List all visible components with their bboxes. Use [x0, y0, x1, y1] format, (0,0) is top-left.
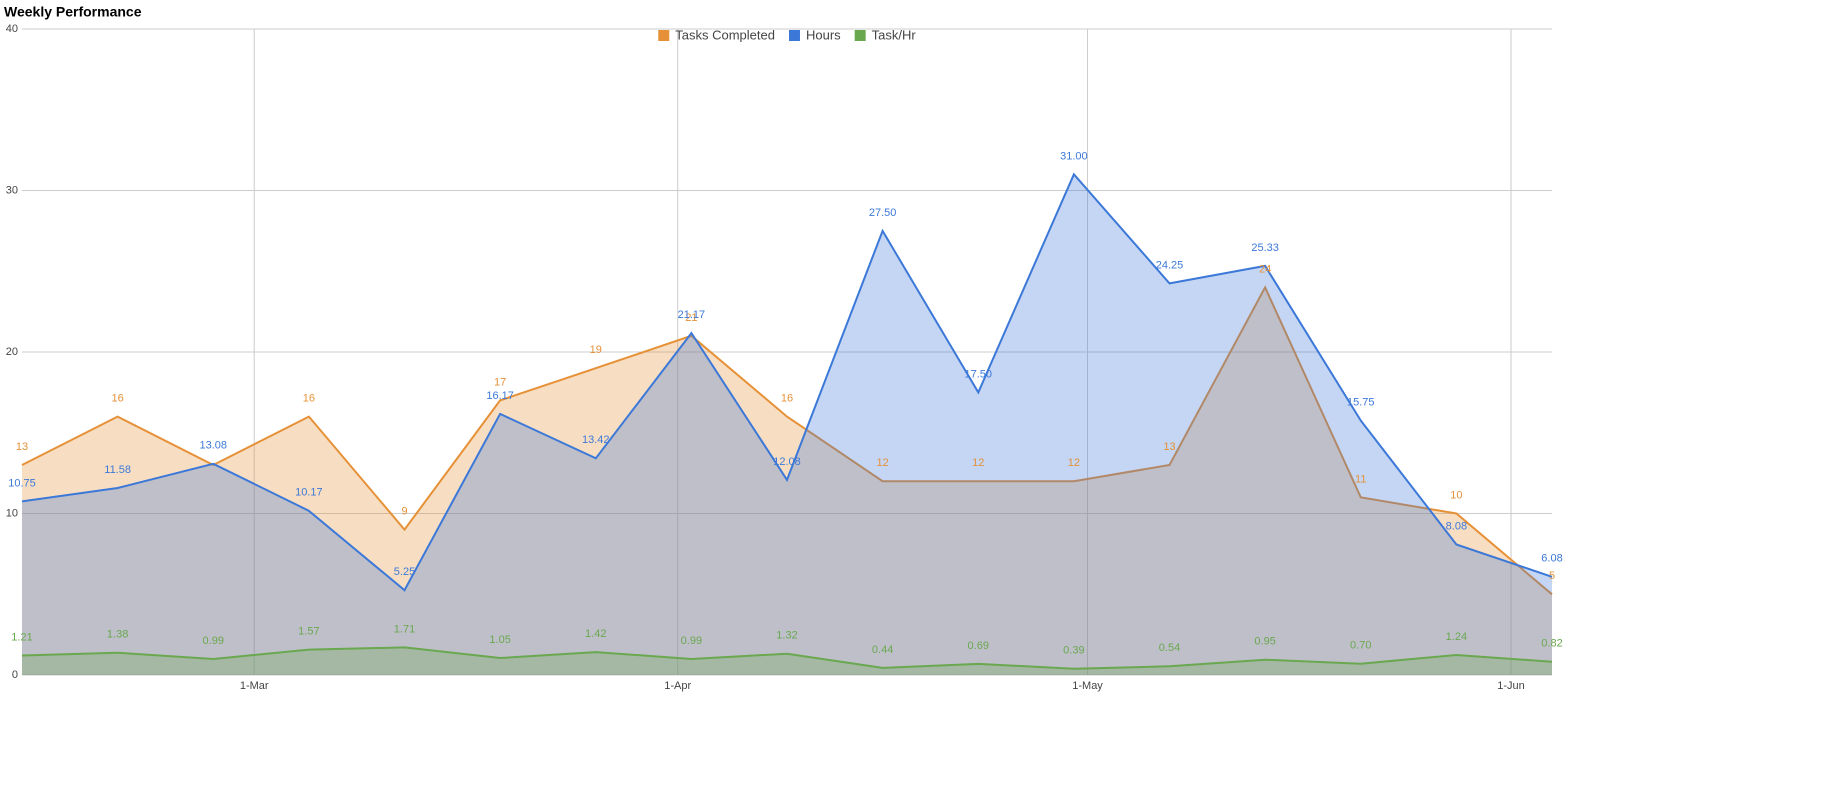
area: [22, 647, 1552, 675]
y-tick-label: 10: [6, 507, 18, 519]
x-tick-label: 1-May: [1072, 680, 1103, 692]
x-tick-label: 1-Jun: [1497, 680, 1525, 692]
data-label: 11: [1355, 473, 1366, 485]
data-label: 16: [781, 393, 793, 405]
legend-swatch: [658, 30, 670, 41]
data-label: 5: [1549, 570, 1555, 582]
data-label: 1.38: [107, 629, 128, 641]
data-label: 13.08: [199, 440, 227, 452]
y-tick-label: 0: [12, 669, 18, 681]
legend-label: Tasks Completed: [675, 27, 775, 42]
data-label: 1.42: [585, 628, 606, 640]
data-label: 21: [685, 312, 697, 324]
data-label: 8.08: [1446, 520, 1467, 532]
data-label: 13: [1163, 441, 1175, 453]
data-label: 16: [303, 393, 315, 405]
line: [21, 285, 1553, 596]
x-tick-label: 1-Apr: [664, 680, 691, 692]
y-tick-label: 40: [6, 23, 18, 35]
data-label: 25.33: [1251, 242, 1279, 254]
data-label: 1.05: [489, 634, 510, 646]
x-tick-label: 1-Mar: [240, 680, 269, 692]
data-label: 0.44: [872, 644, 893, 656]
data-label: 0.69: [968, 640, 989, 652]
data-label: 1.57: [298, 626, 319, 638]
data-label: 10.75: [8, 477, 36, 489]
data-label: 24.25: [1156, 259, 1184, 271]
legend-label: Task/Hr: [872, 27, 917, 42]
data-label: 0.82: [1541, 638, 1562, 650]
data-label: 1.71: [394, 623, 415, 635]
data-label: 16: [112, 393, 124, 405]
data-label: 17.50: [964, 368, 992, 380]
data-label: 17: [494, 376, 506, 388]
data-label: 11.58: [104, 464, 131, 476]
data-label: 1.32: [776, 630, 797, 642]
data-label: 12: [972, 457, 984, 469]
legend-swatch: [788, 30, 800, 41]
data-label: 5.25: [394, 566, 415, 578]
data-label: 0.99: [203, 635, 224, 647]
data-label: 24: [1259, 263, 1271, 275]
data-label: 0.99: [681, 635, 702, 647]
data-label: 0.95: [1254, 636, 1275, 648]
data-label: 1.24: [1446, 631, 1467, 643]
data-label: 19: [590, 344, 602, 356]
y-tick-label: 20: [6, 346, 18, 358]
area: [22, 174, 1552, 676]
line: [21, 172, 1553, 592]
chart-title: Weekly Performance: [4, 4, 142, 20]
data-label: 16.17: [486, 390, 514, 402]
data-label: 0.70: [1350, 640, 1371, 652]
line: [21, 646, 1553, 670]
data-label: 12.08: [773, 456, 801, 468]
data-label: 6.08: [1541, 553, 1562, 565]
data-label: 15.75: [1347, 397, 1375, 409]
data-label: 12: [1068, 457, 1080, 469]
data-label: 27.50: [869, 207, 897, 219]
data-label: 0.54: [1159, 642, 1180, 654]
legend-label: Hours: [806, 27, 841, 42]
data-label: 10.17: [295, 487, 323, 499]
data-label: 0.39: [1063, 645, 1084, 657]
data-label: 12: [877, 457, 889, 469]
data-label: 13.42: [582, 434, 610, 446]
data-label: 9: [401, 506, 407, 518]
data-label: 31.00: [1060, 150, 1088, 162]
legend-swatch: [854, 30, 866, 41]
data-label: 10: [1450, 489, 1462, 501]
data-label: 13: [16, 441, 28, 453]
legend: Tasks Completed Hours Task/Hr: [658, 27, 916, 42]
data-label: 1.21: [11, 631, 32, 643]
y-tick-label: 30: [6, 184, 18, 196]
data-label: 21.17: [678, 309, 706, 321]
